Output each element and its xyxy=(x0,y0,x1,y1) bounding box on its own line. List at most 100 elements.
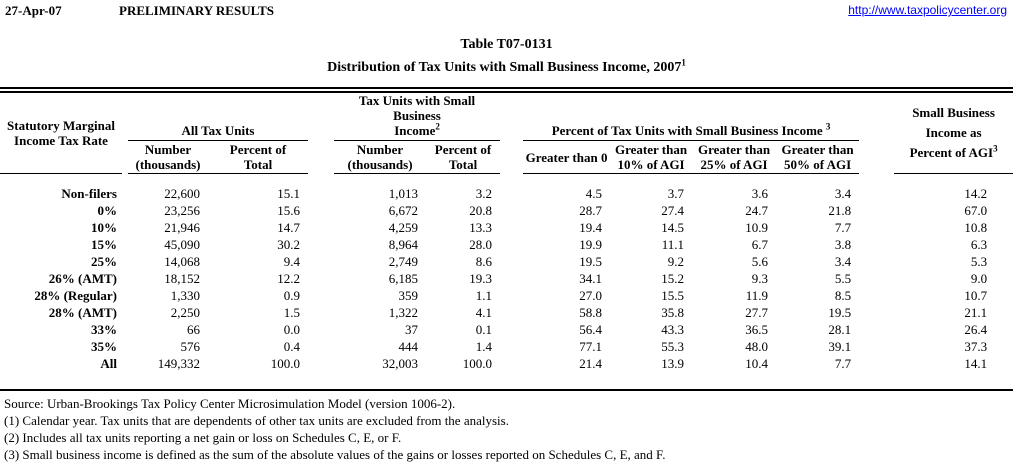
value-cell: 3.4 xyxy=(834,186,852,201)
value-cell: 21,946 xyxy=(164,220,200,235)
column-gap xyxy=(859,220,894,237)
report-date: 27-Apr-07 xyxy=(5,3,62,18)
footnote-1: (1) Calendar year. Tax units that are de… xyxy=(4,412,509,428)
table-row: 15% 45,090 30.2 8,964 28.0 19.9 11.1 6.7… xyxy=(0,237,1013,254)
column-gap xyxy=(308,254,334,271)
spacer-row xyxy=(0,373,1013,389)
column-gap xyxy=(308,271,334,288)
value-cell: 14.7 xyxy=(277,220,301,235)
value-cell: 5.3 xyxy=(970,254,988,269)
value-cell: 1,330 xyxy=(170,288,200,303)
table-row: All 149,332 100.0 32,003 100.0 21.4 13.9… xyxy=(0,356,1013,373)
preliminary-results-label: PRELIMINARY RESULTS xyxy=(119,3,274,18)
column-gap xyxy=(308,305,334,322)
value-cell: 21.1 xyxy=(964,305,988,320)
value-cell: 4.1 xyxy=(475,305,493,320)
value-cell: 19.5 xyxy=(579,254,603,269)
value-cell: 67.0 xyxy=(964,203,988,218)
group-header-all-tax-units: All Tax Units xyxy=(128,93,309,141)
value-cell: 77.1 xyxy=(579,339,603,354)
value-cell: 12.2 xyxy=(277,271,301,286)
taxpolicycenter-link[interactable]: http://www.taxpolicycenter.org xyxy=(848,3,1007,17)
table-row: Non-filers 22,600 15.1 1,013 3.2 4.5 3.7… xyxy=(0,186,1013,203)
value-cell: 1.4 xyxy=(475,339,493,354)
value-cell: 27.0 xyxy=(579,288,603,303)
col-header-greater-than-25pct: Greater than 25% of AGI xyxy=(692,140,777,174)
value-cell: 100.0 xyxy=(462,356,493,371)
row-label: 15% xyxy=(91,237,117,252)
column-gap xyxy=(308,186,334,203)
distribution-table: Statutory Marginal Income Tax Rate All T… xyxy=(0,93,1013,389)
value-cell: 14,068 xyxy=(164,254,200,269)
sbi-footnote-ref: 2 xyxy=(435,121,440,132)
value-cell: 9.2 xyxy=(667,254,685,269)
value-cell: 9.3 xyxy=(751,271,769,286)
column-gap xyxy=(308,220,334,237)
value-cell: 28.1 xyxy=(828,322,852,337)
value-cell: 18,152 xyxy=(164,271,200,286)
value-cell: 27.7 xyxy=(745,305,769,320)
value-cell: 66 xyxy=(187,322,200,337)
row-label: 35% xyxy=(91,339,117,354)
value-cell: 576 xyxy=(180,339,201,354)
value-cell: 2,250 xyxy=(170,305,200,320)
value-cell: 37.3 xyxy=(964,339,988,354)
table-subtitle: Distribution of Tax Units with Small Bus… xyxy=(327,57,686,75)
value-cell: 48.0 xyxy=(745,339,769,354)
value-cell: 15.1 xyxy=(277,186,301,201)
value-cell: 56.4 xyxy=(579,322,603,337)
column-gap xyxy=(500,203,523,220)
value-cell: 9.0 xyxy=(970,271,988,286)
value-cell: 43.3 xyxy=(661,322,685,337)
value-cell: 37 xyxy=(405,322,419,337)
col-header-sbi-percent-of-agi: Small Business Income as Percent of AGI3 xyxy=(894,93,1013,174)
column-gap xyxy=(859,356,894,373)
column-gap xyxy=(308,339,334,356)
pct-footnote-ref: 3 xyxy=(825,121,831,132)
table-row: 28% (AMT) 2,250 1.5 1,322 4.1 58.8 35.8 … xyxy=(0,305,1013,322)
value-cell: 30.2 xyxy=(277,237,301,252)
column-gap xyxy=(500,288,523,305)
column-gap xyxy=(500,339,523,356)
value-cell: 10.8 xyxy=(964,220,988,235)
table-title-block: Table T07-0131 Distribution of Tax Units… xyxy=(0,33,1013,79)
value-cell: 23,256 xyxy=(164,203,200,218)
source-note: Source: Urban-Brookings Tax Policy Cente… xyxy=(4,395,456,411)
value-cell: 27.4 xyxy=(661,203,685,218)
column-gap xyxy=(859,254,894,271)
value-cell: 1.5 xyxy=(283,305,301,320)
value-cell: 1.1 xyxy=(475,288,493,303)
column-gap xyxy=(500,356,523,373)
table-row: 26% (AMT) 18,152 12.2 6,185 19.3 34.1 15… xyxy=(0,271,1013,288)
row-label: 26% (AMT) xyxy=(48,271,117,286)
footnotes: Source: Urban-Brookings Tax Policy Cente… xyxy=(0,391,1013,463)
value-cell: 8.6 xyxy=(475,254,493,269)
column-gap xyxy=(500,271,523,288)
value-cell: 14.1 xyxy=(964,356,988,371)
agi-footnote-ref: 3 xyxy=(993,143,998,154)
row-label: 28% (Regular) xyxy=(34,288,117,303)
value-cell: 19.5 xyxy=(828,305,852,320)
col-header-greater-than-10pct: Greater than 10% of AGI xyxy=(610,140,693,174)
column-gap xyxy=(308,237,334,254)
value-cell: 3.4 xyxy=(834,254,852,269)
column-gap xyxy=(500,254,523,271)
value-cell: 0.9 xyxy=(283,288,301,303)
title-footnote-ref: 1 xyxy=(681,57,686,68)
value-cell: 5.5 xyxy=(834,271,852,286)
value-cell: 0.0 xyxy=(283,322,301,337)
value-cell: 28.0 xyxy=(469,237,493,252)
value-cell: 3.6 xyxy=(751,186,769,201)
value-cell: 10.9 xyxy=(745,220,769,235)
column-gap xyxy=(500,220,523,237)
col-header-percent-all: Percent of Total xyxy=(208,140,309,174)
value-cell: 444 xyxy=(398,339,419,354)
group-header-percent-tax-units-sbi: Percent of Tax Units with Small Business… xyxy=(523,93,860,141)
value-cell: 4.5 xyxy=(585,186,603,201)
value-cell: 1,013 xyxy=(388,186,419,201)
value-cell: 8,964 xyxy=(388,237,419,252)
value-cell: 100.0 xyxy=(270,356,301,371)
value-cell: 24.7 xyxy=(745,203,769,218)
value-cell: 34.1 xyxy=(579,271,603,286)
value-cell: 15.2 xyxy=(661,271,685,286)
